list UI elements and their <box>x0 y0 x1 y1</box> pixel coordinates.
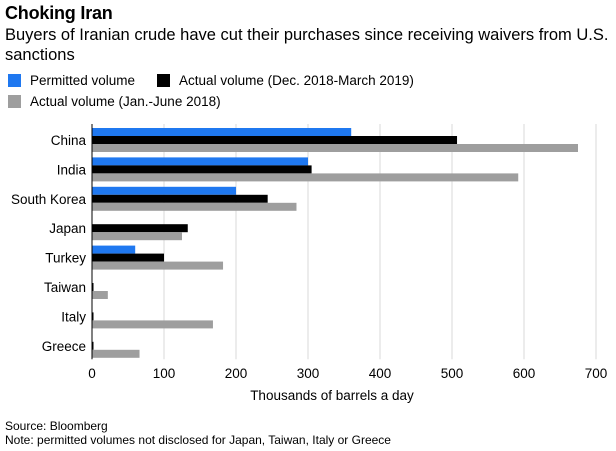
bar-1-3 <box>92 224 188 233</box>
chart-title: Choking Iran <box>5 3 113 23</box>
category-label-5: Taiwan <box>44 280 86 295</box>
legend-label-actual-2018: Actual volume (Jan.-June 2018) <box>30 94 221 109</box>
legend-label-actual-recent: Actual volume (Dec. 2018-March 2019) <box>179 73 414 88</box>
bar-chart: China India South Korea Japan Turkey Taiwan It… <box>11 124 608 403</box>
bar-1-2 <box>92 194 268 203</box>
legend-item-actual-recent: Actual volume (Dec. 2018-March 2019) <box>157 73 414 88</box>
bar-2-0 <box>92 144 578 152</box>
bar-0-4 <box>92 245 136 254</box>
x-tick-label-0: 0 <box>88 366 96 381</box>
bar-1-0 <box>92 136 458 144</box>
legend-swatch-actual-2018 <box>8 95 21 108</box>
category-label-0: China <box>51 133 87 148</box>
legend-label-permitted: Permitted volume <box>30 73 136 88</box>
bar-2-3 <box>92 232 182 241</box>
category-label-1: India <box>57 162 87 177</box>
source-note: Source: Bloomberg <box>5 419 108 433</box>
x-tick-label-500: 500 <box>441 366 464 381</box>
x-tick-label-600: 600 <box>513 366 536 381</box>
bar-1-4 <box>92 253 164 262</box>
bar-1-6 <box>92 312 94 321</box>
bar-2-5 <box>92 291 108 299</box>
bar-2-1 <box>92 173 519 182</box>
bar-0-1 <box>92 157 308 166</box>
bar-2-2 <box>92 202 297 211</box>
category-label-4: Turkey <box>45 251 86 266</box>
legend-swatch-actual-recent <box>157 74 171 87</box>
bar-1-7 <box>92 341 94 350</box>
footnote: Note: permitted volumes not disclosed fo… <box>5 433 391 447</box>
category-label-3: Japan <box>49 221 86 236</box>
x-tick-label-700: 700 <box>585 366 608 381</box>
category-label-6: Italy <box>61 309 86 324</box>
x-tick-label-400: 400 <box>369 366 392 381</box>
category-label-7: Greece <box>42 339 86 354</box>
x-tick-label-300: 300 <box>297 366 320 381</box>
bar-2-6 <box>92 320 213 329</box>
bar-0-0 <box>92 128 352 136</box>
legend-row-2: Actual volume (Jan.-June 2018) <box>8 94 243 109</box>
legend-item-actual-2018: Actual volume (Jan.-June 2018) <box>8 94 221 109</box>
legend-item-permitted: Permitted volume <box>8 73 135 88</box>
bar-2-4 <box>92 261 224 270</box>
bar-1-1 <box>92 165 312 174</box>
bar-1-5 <box>92 283 94 291</box>
x-tick-label-100: 100 <box>153 366 176 381</box>
x-tick-label-200: 200 <box>225 366 248 381</box>
chart-subtitle: Buyers of Iranian crude have cut their p… <box>5 26 609 64</box>
legend-row-1: Permitted volume Actual volume (Dec. 201… <box>8 73 436 88</box>
bar-0-2 <box>92 186 236 195</box>
category-label-2: South Korea <box>11 192 87 207</box>
bar-2-7 <box>92 349 140 358</box>
x-axis-label: Thousands of barrels a day <box>250 388 414 403</box>
legend-swatch-permitted <box>8 74 21 87</box>
